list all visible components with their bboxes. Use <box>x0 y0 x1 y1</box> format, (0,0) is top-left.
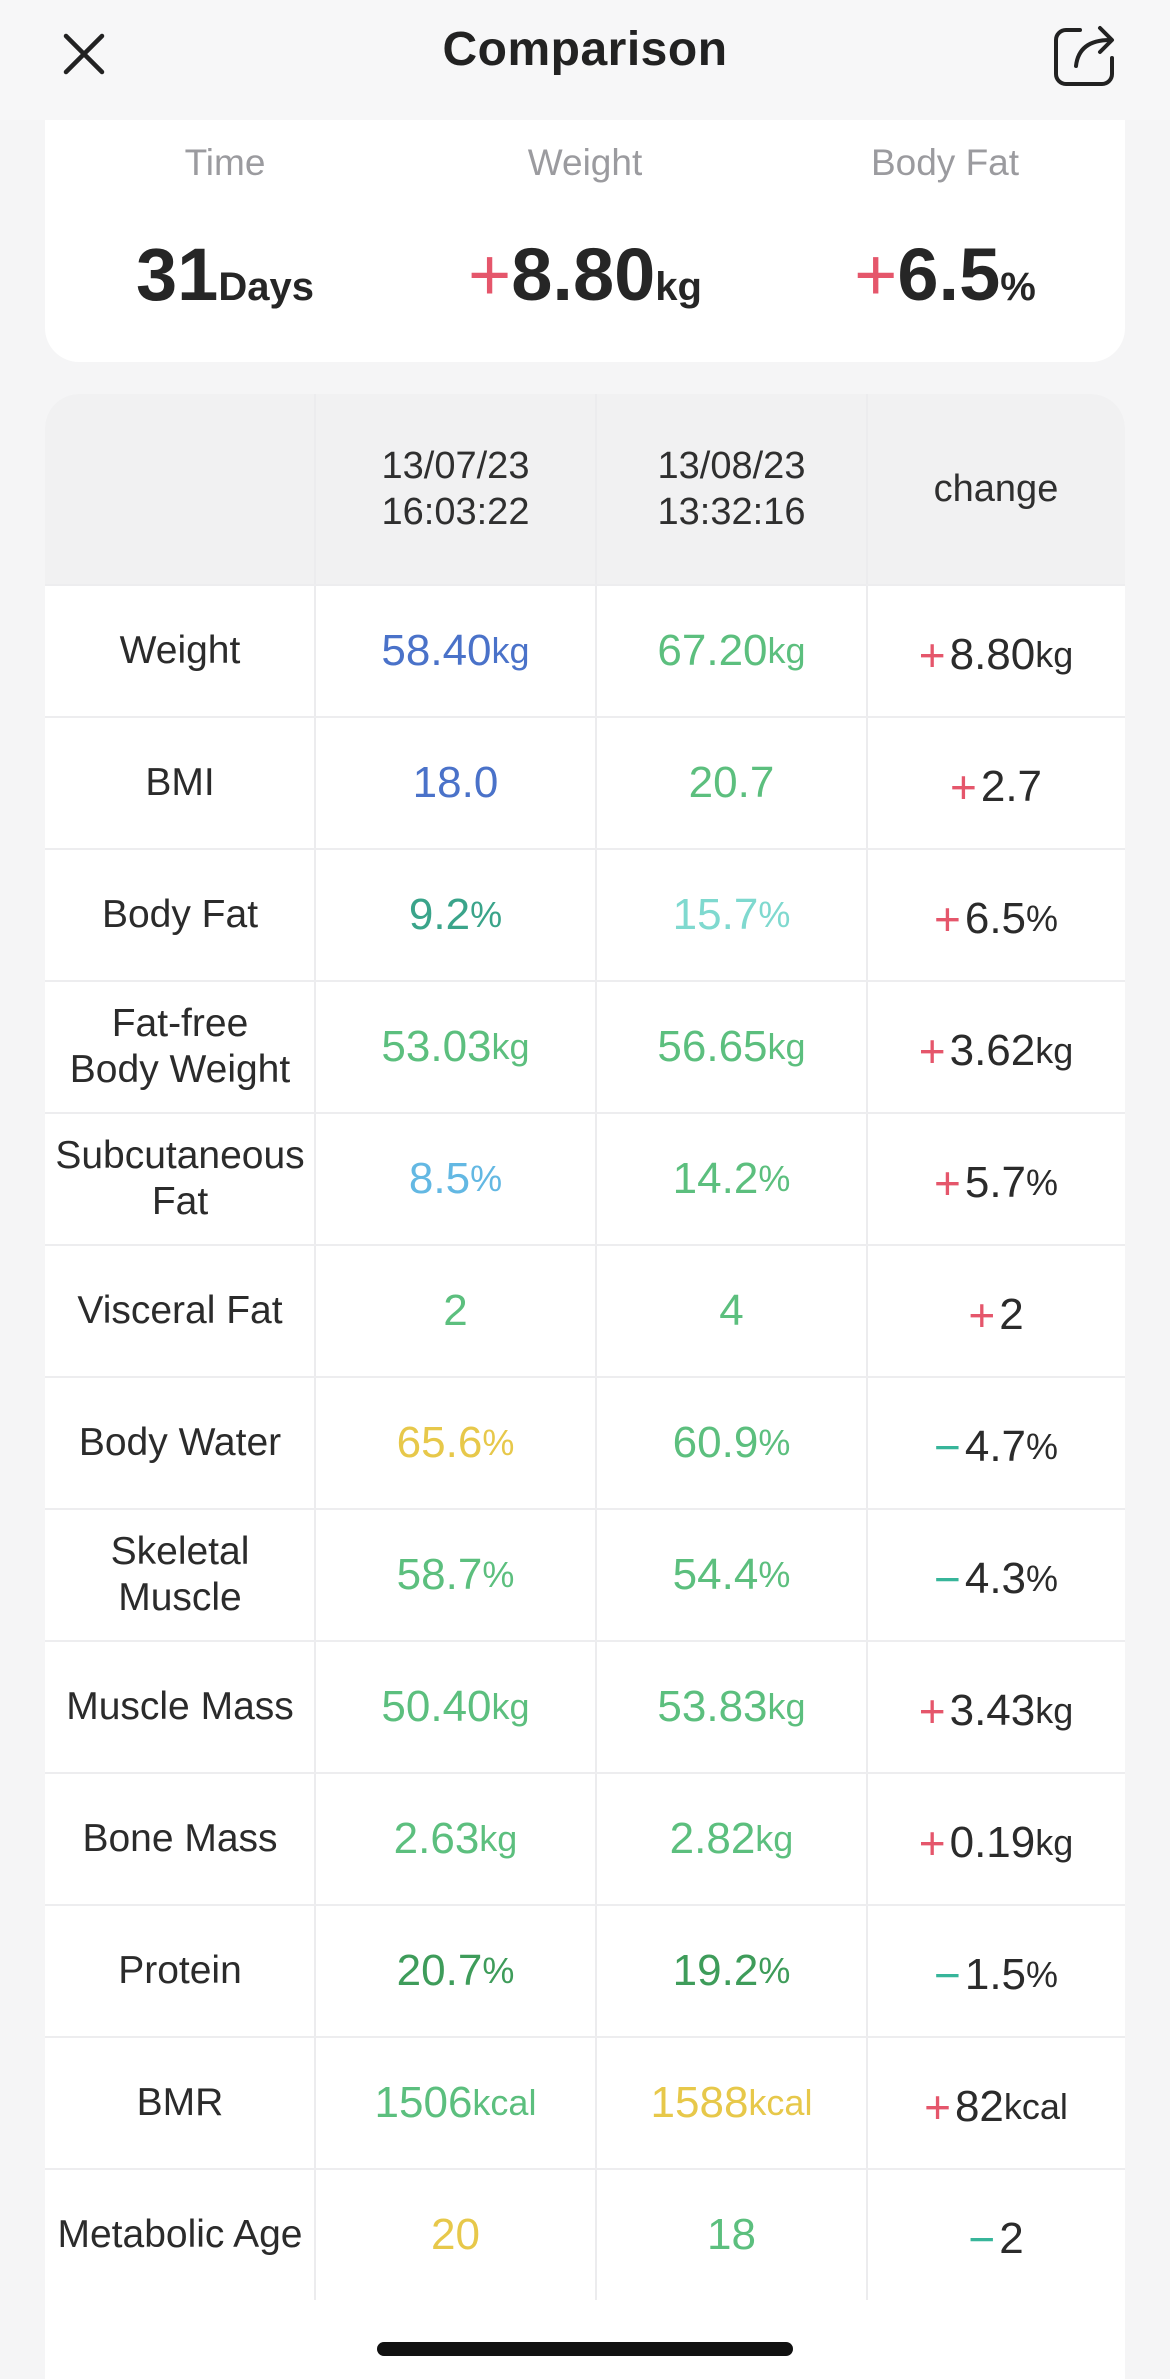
table-row: Muscle Mass 50.40 kg 53.83 kg +3.43 kg <box>45 1640 1125 1772</box>
value-second: 60.9% <box>672 1418 791 1467</box>
value-change: −4.3% <box>933 1553 1059 1605</box>
metric-name: Protein <box>118 1949 242 1992</box>
value-change: +8.80 kg <box>918 629 1074 681</box>
value-second: 1588 kcal <box>650 2078 813 2127</box>
value-second: 54.4% <box>672 1550 791 1599</box>
value-change: +5.7% <box>933 1157 1059 1209</box>
value-second: 15.7% <box>672 890 791 939</box>
value-second: 19.2% <box>672 1946 791 1995</box>
share-icon <box>1054 26 1114 86</box>
value-first: 20.7% <box>396 1946 515 1995</box>
close-button[interactable] <box>58 28 110 80</box>
value-first: 58.7% <box>396 1550 515 1599</box>
value-second: 14.2% <box>672 1154 791 1203</box>
value-first: 53.03 kg <box>381 1022 530 1071</box>
value-change: +0.19 kg <box>918 1817 1074 1869</box>
value-second: 20.7 <box>688 758 775 807</box>
value-second: 4 <box>719 1286 744 1335</box>
metric-name: Metabolic Age <box>57 2213 303 2256</box>
page-title: Comparison <box>442 23 728 76</box>
column-divider <box>866 394 868 2300</box>
value-first: 65.6% <box>396 1418 515 1467</box>
navigation-bar: Comparison <box>0 0 1170 120</box>
value-first: 58.40 kg <box>381 626 530 675</box>
header-blank <box>45 394 315 584</box>
close-icon <box>63 33 105 75</box>
summary-value: +6.5% <box>854 233 1036 316</box>
metric-name: Fat-free Body Weight <box>69 1002 291 1091</box>
table-row: Bone Mass 2.63 kg 2.82 kg +0.19 kg <box>45 1772 1125 1904</box>
summary-label: Weight <box>527 142 643 183</box>
value-first: 50.40 kg <box>381 1682 530 1731</box>
value-change: −4.7% <box>933 1421 1059 1473</box>
table-row: Fat-free Body Weight 53.03 kg 56.65 kg +3.62 k… <box>45 980 1125 1112</box>
column-divider <box>314 394 316 2300</box>
value-change: +2.7 <box>949 761 1043 813</box>
summary-weight: Weight +8.80kg <box>405 120 765 362</box>
value-change: +82 kcal <box>924 2081 1068 2133</box>
value-first: 9.2% <box>408 890 503 939</box>
table-row: Weight 58.40 kg 67.20 kg +8.80 kg <box>45 584 1125 716</box>
metric-name: Body Water <box>78 1421 282 1464</box>
value-second: 2.82 kg <box>669 1814 794 1863</box>
table-row: Visceral Fat 2 4 +2 <box>45 1244 1125 1376</box>
metric-name: Bone Mass <box>82 1817 278 1860</box>
table-row: BMI 18.0 20.7 +2.7 <box>45 716 1125 848</box>
summary-value: +8.80kg <box>468 233 702 316</box>
table-row: Skeletal Muscle 58.7% 54.4% −4.3% <box>45 1508 1125 1640</box>
value-first: 2 <box>443 1286 468 1335</box>
value-second: 18 <box>707 2210 756 2259</box>
metric-name: BMR <box>136 2081 224 2124</box>
table-row: Body Fat 9.2% 15.7% +6.5% <box>45 848 1125 980</box>
value-change: −1.5% <box>933 1949 1059 2001</box>
summary-value: 31Days <box>136 233 314 316</box>
table-header: 13/07/23 16:03:22 13/08/23 13:32:16 chan… <box>45 394 1125 584</box>
metric-name: Body Fat <box>101 893 259 936</box>
value-second: 56.65 kg <box>657 1022 806 1071</box>
home-indicator <box>377 2342 793 2356</box>
metric-name: Subcutaneous Fat <box>55 1134 305 1223</box>
metric-name: Muscle Mass <box>66 1685 294 1728</box>
summary-card: Time 31Days Weight +8.80kg Body Fat +6.5… <box>45 120 1125 362</box>
value-change: +3.62 kg <box>918 1025 1074 1077</box>
summary-label: Time <box>184 142 266 183</box>
metric-name: Weight <box>119 629 241 672</box>
value-first: 8.5% <box>408 1154 503 1203</box>
value-change: −2 <box>968 2213 1024 2265</box>
value-change: +6.5% <box>933 893 1059 945</box>
header-date-2: 13/08/23 13:32:16 <box>657 445 806 533</box>
value-first: 1506 kcal <box>374 2078 537 2127</box>
table-row: Body Water 65.6% 60.9% −4.7% <box>45 1376 1125 1508</box>
summary-body-fat: Body Fat +6.5% <box>765 120 1125 362</box>
header-date-1: 13/07/23 16:03:22 <box>381 445 530 533</box>
summary-label: Body Fat <box>870 142 1020 183</box>
metric-name: Visceral Fat <box>77 1289 283 1332</box>
value-first: 2.63 kg <box>393 1814 518 1863</box>
column-divider <box>595 394 597 2300</box>
table-row: Protein 20.7% 19.2% −1.5% <box>45 1904 1125 2036</box>
value-second: 53.83 kg <box>657 1682 806 1731</box>
comparison-table: 13/07/23 16:03:22 13/08/23 13:32:16 chan… <box>45 394 1125 2379</box>
share-button[interactable] <box>1052 20 1122 88</box>
table-row: Metabolic Age 20 18 −2 <box>45 2168 1125 2300</box>
header-change: change <box>933 468 1059 510</box>
value-first: 18.0 <box>412 758 499 807</box>
value-change: +3.43 kg <box>918 1685 1074 1737</box>
value-first: 20 <box>431 2210 480 2259</box>
table-row: Subcutaneous Fat 8.5% 14.2% +5.7% <box>45 1112 1125 1244</box>
table-row: BMR 1506 kcal 1588 kcal +82 kcal <box>45 2036 1125 2168</box>
metric-name: BMI <box>145 761 215 804</box>
value-second: 67.20 kg <box>657 626 806 675</box>
metric-name: Skeletal Muscle <box>110 1530 250 1619</box>
summary-time: Time 31Days <box>45 120 405 362</box>
value-change: +2 <box>968 1289 1024 1341</box>
